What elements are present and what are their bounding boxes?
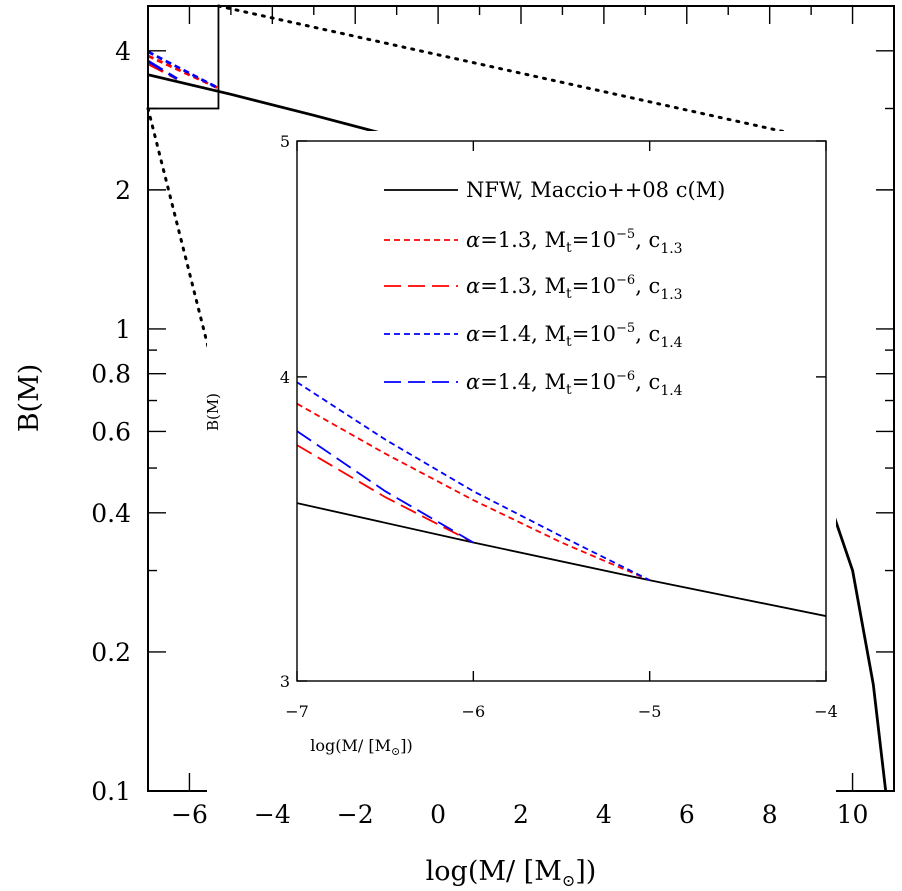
- x-tick-label: 0: [430, 800, 446, 829]
- legend-label-a14_mt5: α=1.4, Mt=10−5, c1.4: [466, 321, 683, 351]
- y-tick-label: 1: [115, 315, 131, 344]
- x-tick-label: 6: [679, 800, 695, 829]
- inset-x-tick-label: −5: [638, 702, 662, 721]
- inset-axes-frame: [296, 140, 827, 682]
- x-axis-title: log(M/ [M⊙]): [426, 856, 597, 890]
- inset-x-tick-label: −6: [462, 702, 486, 721]
- series-line-a14_mt5: [297, 381, 651, 582]
- y-axis-title: B(M): [14, 364, 45, 433]
- inset-x-axis-title: log(M/ [M⊙]): [310, 736, 412, 758]
- y-tick-label: 0.2: [91, 638, 131, 667]
- y-tick-label: 2: [115, 176, 131, 205]
- y-tick-label: 0.6: [91, 417, 131, 446]
- x-tick-label: −6: [171, 800, 208, 829]
- series-line-a13_mt5: [297, 402, 651, 582]
- series-line-a14_mt5: [148, 50, 220, 90]
- y-tick-label: 0.8: [91, 360, 131, 389]
- legend-label-NFW: NFW, Maccio++08 c(M): [466, 178, 725, 202]
- inset-x-tick-label: −7: [285, 702, 309, 721]
- series-line-a13_mt6: [297, 444, 474, 544]
- legend-label-a13_mt6: α=1.3, Mt=10−6, c1.3: [466, 273, 683, 303]
- inset-x-tick-label: −4: [814, 702, 838, 721]
- x-tick-label: 4: [596, 800, 612, 829]
- inset-y-tick-label: 3: [280, 672, 290, 691]
- inset-plot: −7 −6 −5 −4 3 4 5 log(M/ [M⊙]) B(M) NFW, Maccio++…: [204, 131, 838, 801]
- inset-y-tick-label: 5: [280, 132, 290, 151]
- inset-y-tick-label: 4: [280, 368, 290, 387]
- series-line-a14_mt6: [297, 430, 474, 544]
- x-tick-label: −4: [254, 800, 291, 829]
- x-tick-label: −2: [337, 800, 374, 829]
- x-tick-label: 2: [513, 800, 529, 829]
- series-line-NFW: [297, 502, 826, 617]
- x-tick-label: 8: [762, 800, 778, 829]
- legend-label-a14_mt6: α=1.4, Mt=10−6, c1.4: [466, 369, 683, 399]
- inset-background: [207, 131, 836, 801]
- x-tick-label: 10: [837, 800, 869, 829]
- inset-y-axis-title: B(M): [204, 393, 222, 431]
- zoom-connector-top: [216, 4, 828, 143]
- y-tick-label: 0.4: [91, 499, 131, 528]
- y-tick-label: 0.1: [91, 777, 131, 806]
- series-line-a14_mt6: [148, 59, 178, 80]
- legend-label-a13_mt5: α=1.3, Mt=10−5, c1.3: [466, 227, 683, 257]
- y-tick-label: 4: [115, 37, 131, 66]
- series-line-a13_mt5: [148, 54, 220, 90]
